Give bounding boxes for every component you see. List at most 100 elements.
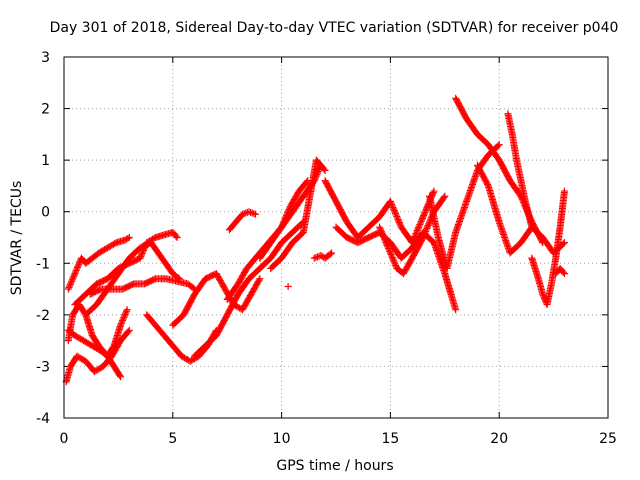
data-point <box>189 284 197 292</box>
series-arc-3 <box>62 326 133 386</box>
series-arc-16 <box>284 282 292 290</box>
data-point <box>64 285 72 293</box>
data-point <box>72 268 80 276</box>
data-point <box>389 203 397 211</box>
data-point <box>418 216 426 224</box>
y-tick-label: -4 <box>36 411 50 427</box>
data-point <box>66 280 74 288</box>
data-point <box>376 223 384 231</box>
data-point <box>413 227 421 235</box>
data-point <box>136 254 144 262</box>
data-point <box>73 263 81 271</box>
data-point <box>429 189 437 197</box>
series-arc-24 <box>528 187 568 309</box>
data-point <box>416 219 424 227</box>
x-tick-label: 20 <box>490 431 508 447</box>
data-point <box>377 228 385 236</box>
data-point <box>389 255 397 263</box>
data-point <box>124 328 132 336</box>
data-point <box>384 244 392 252</box>
data-point <box>415 223 423 231</box>
data-point <box>385 246 393 254</box>
data-point <box>173 234 181 241</box>
series-arc-17 <box>321 177 438 247</box>
x-tick-label: 25 <box>599 431 617 447</box>
data-point <box>121 310 129 318</box>
data-point <box>381 235 389 243</box>
data-point <box>393 214 401 222</box>
data-point <box>68 277 76 285</box>
data-point <box>71 270 79 278</box>
data-point <box>388 200 396 208</box>
data-point <box>118 318 126 326</box>
data-point <box>328 249 336 257</box>
data-point <box>377 226 385 234</box>
data-point <box>395 219 403 227</box>
data-point <box>383 240 391 248</box>
data-point <box>376 225 384 233</box>
data-point <box>452 306 460 314</box>
data-point <box>120 312 128 320</box>
series-arc-9 <box>169 270 264 329</box>
data-point <box>430 187 438 195</box>
y-tick-label: 0 <box>41 205 50 221</box>
x-tick-label: 5 <box>168 431 177 447</box>
data-point <box>117 320 125 328</box>
data-point <box>120 313 128 321</box>
data-point <box>422 207 430 215</box>
data-point <box>391 260 399 268</box>
data-point <box>312 253 320 261</box>
series-arc-10 <box>191 218 307 360</box>
data-point <box>420 210 428 218</box>
data-point <box>116 371 124 379</box>
data-point <box>392 210 400 218</box>
data-point <box>125 234 133 241</box>
data-point <box>321 166 329 174</box>
data-point <box>390 258 398 266</box>
x-tick-label: 0 <box>60 431 69 447</box>
data-point <box>117 373 125 381</box>
data-point <box>419 213 427 221</box>
data-point <box>66 282 74 290</box>
data-point <box>414 225 422 233</box>
data-point <box>310 254 318 262</box>
data-point <box>426 217 434 225</box>
data-point <box>394 216 402 224</box>
data-point <box>392 211 400 219</box>
data-point <box>326 250 334 258</box>
data-point <box>539 290 547 298</box>
data-point <box>124 234 132 242</box>
grid-layer <box>64 57 608 418</box>
data-point <box>440 194 448 202</box>
data-point <box>425 218 433 226</box>
y-tick-label: -2 <box>36 308 50 324</box>
data-point <box>68 276 76 284</box>
data-point <box>420 211 428 219</box>
data-point <box>122 307 130 315</box>
data-point <box>72 267 80 275</box>
data-point <box>494 142 502 150</box>
data-point <box>417 217 425 225</box>
data-point <box>378 229 386 237</box>
data-point <box>137 251 145 259</box>
plot-frame <box>63 56 609 419</box>
series-arc-2 <box>64 301 125 381</box>
data-point <box>383 241 391 249</box>
data-point <box>73 265 81 273</box>
data-point <box>74 262 82 270</box>
data-point <box>559 268 567 276</box>
data-point <box>284 282 292 290</box>
data-point <box>424 221 432 229</box>
data-point <box>441 192 449 200</box>
data-point <box>390 257 398 265</box>
data-point <box>70 273 78 281</box>
data-point <box>379 232 387 240</box>
x-tick-label: 10 <box>273 431 291 447</box>
data-point <box>242 209 250 217</box>
chart-title: Day 301 of 2018, Sidereal Day-to-day VTE… <box>50 20 619 36</box>
series-arc-7 <box>64 306 131 360</box>
data-point <box>388 252 396 260</box>
data-point <box>255 276 263 284</box>
data-point <box>423 224 431 232</box>
data-point <box>248 209 256 217</box>
